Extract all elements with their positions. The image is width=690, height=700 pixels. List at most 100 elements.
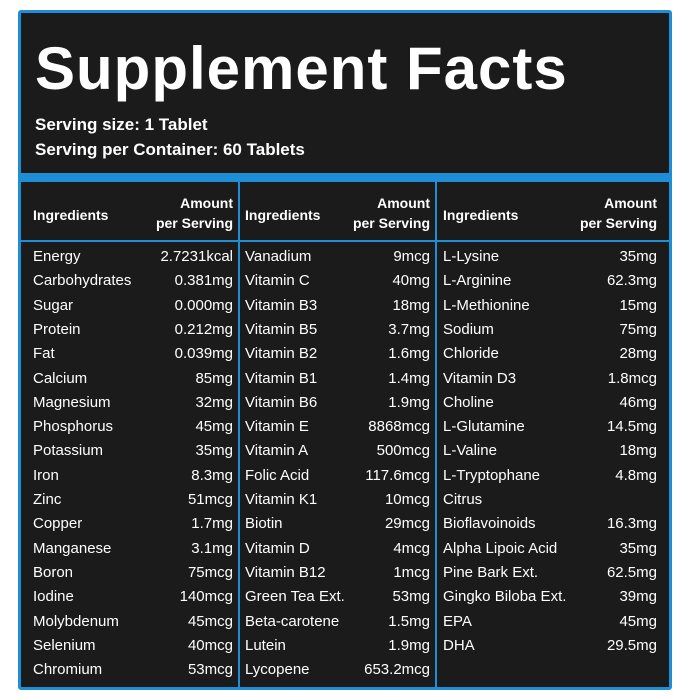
ingredient-amount: 1.7mg <box>191 515 233 533</box>
ingredient-name: Fat <box>33 345 55 363</box>
serving-per-container: Serving per Container: 60 Tablets <box>35 140 305 159</box>
ingredient-name: Copper <box>33 515 83 533</box>
divider-band <box>21 173 669 182</box>
ingredient-name: Lutein <box>245 636 286 654</box>
ingredient-amount: 40mg <box>392 272 430 290</box>
ingredient-name: Vitamin B3 <box>245 296 318 314</box>
ingredient-amount: 85mg <box>195 369 233 387</box>
ingredient-amount: 16.3mg <box>606 515 657 533</box>
amount-header: Amount <box>377 195 430 211</box>
ingredient-amount: 75mcg <box>187 563 233 581</box>
ingredient-name: Selenium <box>33 636 96 654</box>
ingredient-amount: 500mcg <box>376 442 430 460</box>
ingredient-name: Molybdenum <box>33 612 119 630</box>
ingredient-amount: 0.039mg <box>174 345 233 363</box>
ingredient-name: Carbohydrates <box>33 272 132 290</box>
ingredient-amount: 1.5mg <box>388 612 430 630</box>
ingredient-name: Energy <box>33 248 81 265</box>
ingredient-name: Potassium <box>33 442 104 460</box>
ingredient-amount: 15mg <box>619 296 657 314</box>
ingredient-amount: 117.6mcg <box>365 466 430 484</box>
ingredient-amount: 35mg <box>195 442 233 460</box>
ingredient-name: L-Arginine <box>443 272 512 290</box>
ingredient-amount: 9mcg <box>393 248 430 265</box>
title: Supplement Facts <box>35 35 568 102</box>
ingredient-amount: 51mcg <box>187 491 233 508</box>
ingredient-amount: 0.000mg <box>174 296 233 314</box>
ingredient-amount: 53mg <box>392 588 430 606</box>
ingredient-name: Gingko Biloba Ext. <box>443 588 567 606</box>
ingredient-name: Sugar <box>33 296 74 314</box>
ingredient-header: Ingredients <box>443 207 519 223</box>
ingredient-name: Green Tea Ext. <box>245 588 345 606</box>
ingredient-name: Vitamin A <box>245 442 309 460</box>
ingredient-name: Biotin <box>245 515 283 533</box>
ingredient-amount: 140mcg <box>179 588 233 606</box>
ingredient-name: Vitamin D3 <box>443 369 517 387</box>
ingredient-amount: 35mg <box>619 539 657 557</box>
ingredient-amount: 28mg <box>619 345 657 363</box>
ingredient-name: Vitamin B2 <box>245 345 318 363</box>
ingredient-amount: 1.6mg <box>388 345 430 363</box>
ingredient-amount: 32mg <box>195 393 233 411</box>
ingredient-amount: 4mcg <box>393 539 430 557</box>
ingredient-name: Vitamin E <box>245 418 309 436</box>
ingredient-amount: 1.9mg <box>388 636 430 654</box>
amount-header: Amount <box>180 195 233 211</box>
ingredient-name: Beta-carotene <box>245 612 340 630</box>
ingredient-name: Vanadium <box>245 248 312 265</box>
ingredient-amount: 1.9mg <box>388 393 430 411</box>
ingredient-name: DHA <box>443 636 475 654</box>
amount-header: Amount <box>604 195 657 211</box>
ingredient-amount: 14.5mg <box>606 418 657 436</box>
ingredient-amount: 653.2mcg <box>364 661 430 679</box>
column-divider <box>435 182 437 687</box>
ingredient-name: Vitamin B1 <box>245 369 318 387</box>
ingredient-name: L-Valine <box>443 442 497 460</box>
ingredient-name: Boron <box>33 563 74 581</box>
ingredient-amount: 1.8mcg <box>607 369 657 387</box>
ingredient-name: Vitamin B5 <box>245 320 318 338</box>
ingredient-name: Citrus <box>443 491 483 508</box>
ingredient-amount: 1mcg <box>393 563 430 581</box>
ingredient-amount: 75mg <box>619 320 657 338</box>
ingredient-name: L-Methionine <box>443 296 530 314</box>
ingredient-amount: 10mcg <box>384 491 430 508</box>
ingredient-name: Vitamin B12 <box>245 563 326 581</box>
ingredient-name: Pine Bark Ext. <box>443 563 539 581</box>
ingredient-amount: 62.3mg <box>606 272 657 290</box>
ingredient-name: Zinc <box>33 491 62 508</box>
ingredient-amount: 40mcg <box>187 636 233 654</box>
amount-header: per Serving <box>579 215 657 231</box>
ingredient-name: L-Glutamine <box>443 418 525 436</box>
ingredient-amount: 35mg <box>619 248 657 265</box>
ingredient-name: Chloride <box>443 345 499 363</box>
amount-header: per Serving <box>155 215 233 231</box>
facts-panel: Supplement Facts Serving size: 1 Tablet … <box>18 10 672 690</box>
ingredient-name: Iodine <box>33 588 74 606</box>
ingredient-name: Choline <box>443 393 494 411</box>
ingredient-name: Lycopene <box>245 661 310 679</box>
ingredient-name: L-Lysine <box>443 248 500 265</box>
ingredient-name: Calcium <box>33 369 88 387</box>
ingredient-amount: 29.5mg <box>606 636 657 654</box>
ingredient-name: Vitamin C <box>245 272 310 290</box>
column-divider <box>238 182 240 687</box>
ingredient-name: Protein <box>33 320 81 338</box>
ingredient-name: Chromium <box>33 661 103 679</box>
serving-size: Serving size: 1 Tablet <box>35 115 208 134</box>
ingredient-amount: 18mg <box>619 442 657 460</box>
ingredient-header: Ingredients <box>33 207 109 223</box>
ingredient-amount: 45mg <box>619 612 657 630</box>
ingredient-amount: 4.8mg <box>615 466 657 484</box>
ingredient-amount: 8868mcg <box>368 418 430 436</box>
ingredient-header: Ingredients <box>245 207 321 223</box>
ingredient-name: Alpha Lipoic Acid <box>443 539 558 557</box>
ingredient-amount: 0.212mg <box>174 320 233 338</box>
ingredient-name: Manganese <box>33 539 112 557</box>
ingredient-amount: 39mg <box>619 588 657 606</box>
ingredient-amount: 0.381mg <box>174 272 233 290</box>
ingredient-name: Sodium <box>443 320 494 338</box>
ingredient-name: Bioflavoinoids <box>443 515 536 533</box>
